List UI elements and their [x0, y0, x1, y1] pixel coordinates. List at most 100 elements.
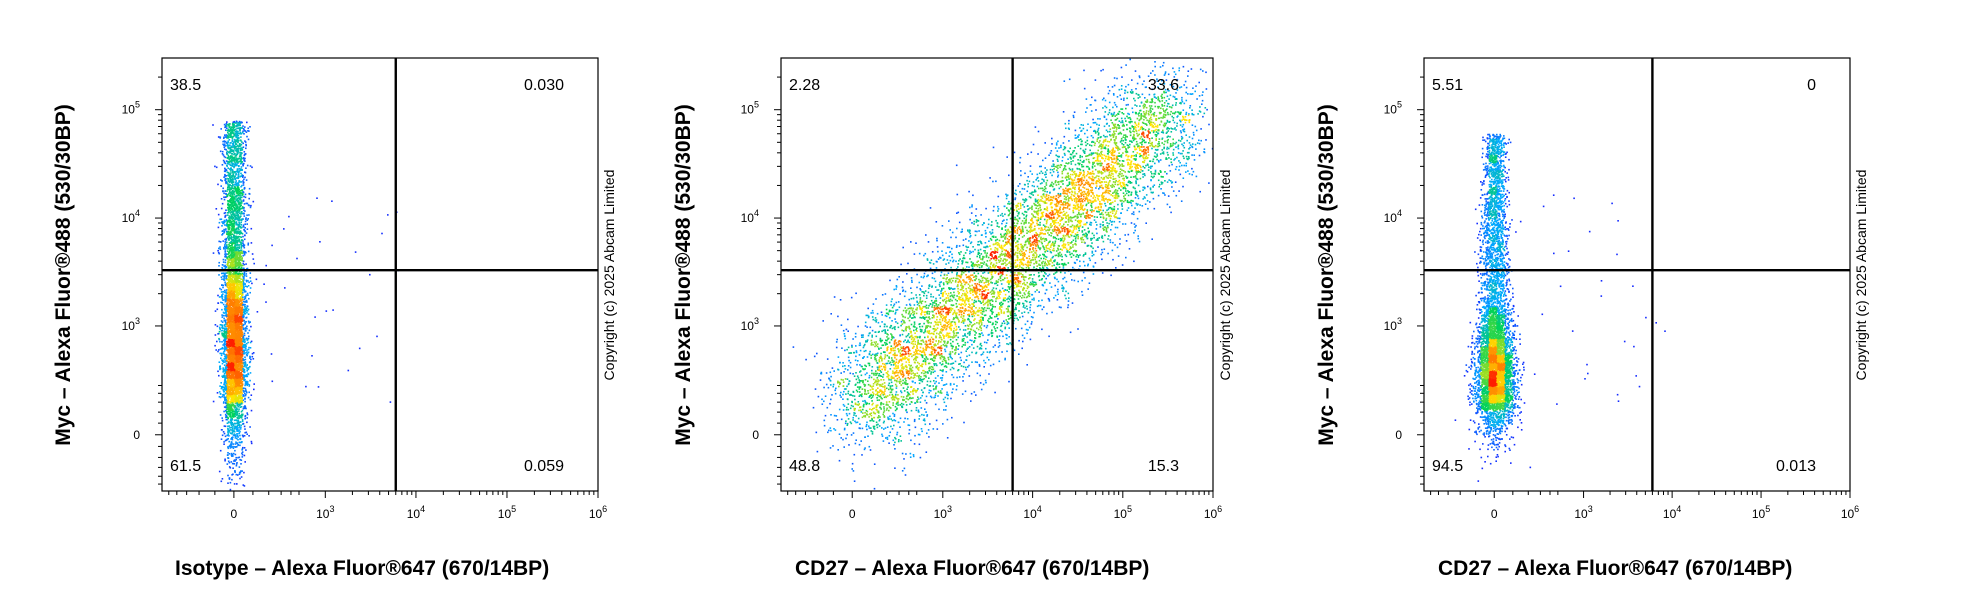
event-point — [237, 202, 240, 204]
event-point — [220, 218, 223, 220]
event-point — [220, 179, 222, 181]
event-point — [226, 190, 228, 192]
event-point — [235, 391, 237, 394]
event-point — [233, 225, 235, 228]
event-point — [236, 243, 239, 245]
event-point — [247, 218, 249, 220]
event-point — [247, 250, 250, 253]
event-point — [230, 254, 232, 256]
event-point — [234, 331, 236, 334]
event-point — [224, 264, 226, 267]
event-point — [235, 184, 237, 186]
event-point — [231, 264, 234, 267]
event-point — [225, 400, 228, 402]
event-point — [227, 206, 229, 209]
event-point — [248, 335, 250, 338]
event-point — [229, 146, 231, 149]
event-point — [239, 282, 241, 284]
event-point — [240, 172, 242, 175]
event-point — [235, 278, 238, 280]
event-point — [230, 327, 232, 329]
event-point — [234, 279, 237, 281]
event-point — [236, 393, 238, 395]
event-point — [228, 395, 231, 397]
event-point — [224, 148, 226, 150]
event-point — [238, 206, 241, 208]
event-point — [238, 298, 240, 300]
event-point — [236, 262, 238, 265]
event-point — [226, 222, 228, 225]
event-point — [232, 187, 235, 190]
event-point — [227, 141, 229, 144]
event-point — [224, 140, 227, 143]
event-point — [245, 345, 247, 347]
event-point — [229, 335, 231, 338]
event-point — [245, 317, 247, 319]
event-point — [235, 342, 238, 344]
event-point — [224, 167, 226, 170]
event-point — [223, 198, 226, 201]
event-point — [223, 143, 226, 145]
event-point — [234, 347, 236, 350]
event-point — [225, 136, 228, 138]
event-point — [241, 308, 243, 311]
event-point — [249, 379, 251, 382]
event-point — [234, 470, 236, 472]
event-point — [240, 415, 243, 417]
event-point — [225, 366, 228, 369]
event-point — [237, 364, 240, 367]
event-point — [236, 330, 239, 332]
event-point — [242, 352, 244, 355]
event-point — [237, 141, 239, 143]
event-point — [229, 177, 232, 180]
event-point — [223, 230, 226, 233]
event-point — [232, 434, 235, 436]
event-point — [244, 210, 246, 212]
event-point — [233, 220, 236, 223]
event-point — [237, 139, 240, 142]
event-point — [238, 281, 240, 284]
event-point — [237, 201, 240, 203]
event-point — [234, 186, 237, 189]
event-point — [226, 264, 229, 267]
event-point — [249, 287, 252, 289]
event-point — [242, 130, 244, 133]
event-point — [230, 191, 232, 194]
event-point — [240, 204, 242, 207]
event-point — [224, 261, 227, 264]
event-point — [232, 414, 234, 417]
event-point — [230, 274, 233, 276]
event-point — [237, 214, 239, 216]
event-point — [239, 307, 241, 310]
event-point — [231, 276, 234, 279]
event-point — [237, 384, 239, 387]
event-point — [231, 395, 233, 398]
event-point — [249, 347, 252, 349]
event-point — [251, 355, 254, 358]
event-point — [240, 219, 243, 222]
event-point — [238, 145, 240, 147]
event-point — [245, 279, 248, 282]
event-point — [244, 387, 247, 390]
event-point — [233, 224, 235, 227]
event-point — [235, 343, 237, 345]
event-point — [242, 243, 245, 246]
event-point — [238, 208, 241, 211]
event-point — [236, 445, 238, 448]
event-point — [239, 163, 242, 165]
event-point — [227, 447, 230, 450]
event-point — [228, 256, 230, 259]
event-point — [224, 177, 227, 180]
event-point — [227, 203, 230, 205]
event-point — [246, 202, 249, 205]
event-point — [223, 357, 226, 360]
event-point — [224, 439, 227, 442]
event-point — [222, 394, 224, 396]
event-point — [241, 259, 243, 261]
event-point — [235, 428, 238, 431]
event-point — [234, 139, 237, 141]
event-point — [244, 428, 246, 430]
event-point — [243, 346, 246, 349]
event-point — [236, 163, 238, 166]
event-point — [232, 125, 235, 127]
